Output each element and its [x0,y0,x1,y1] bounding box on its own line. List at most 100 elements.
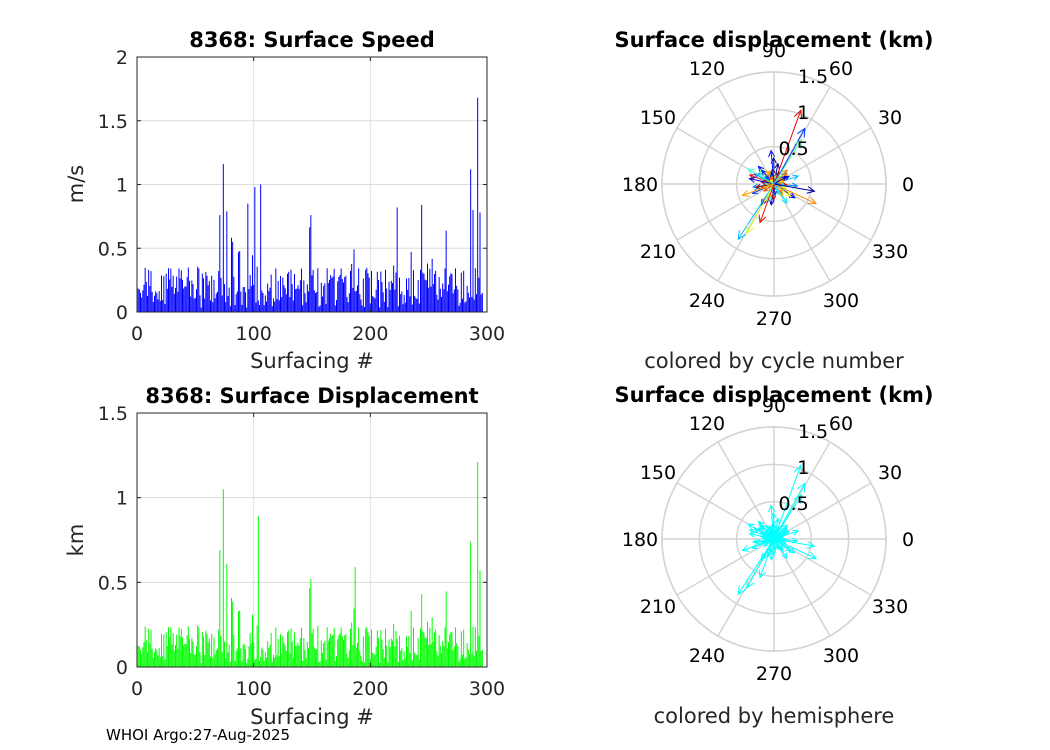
vector-arrowhead [771,195,777,202]
vector-arrowhead [768,149,776,158]
vector-arrowhead [761,524,767,531]
polar-cycle-subtitle: colored by cycle number [644,349,904,373]
angle-tick-label: 150 [640,107,676,129]
vector-arrowhead [753,528,761,534]
x-tick-label: 300 [469,678,505,700]
vector-arrowhead [751,183,759,190]
vector-arrowhead [763,186,769,192]
displacement-vector [746,183,775,234]
displacement-vector [742,538,775,551]
x-tick-label: 100 [236,323,272,345]
x-tick-label: 300 [469,323,505,345]
vector-arrowhead [747,523,755,530]
y-tick-label: 1 [116,488,128,510]
vector-arrowhead [778,546,784,552]
displacement-vector [773,183,817,205]
vector-arrowhead [754,538,762,545]
angle-tick-label: 90 [762,395,786,417]
speed-chart-title: 8368: Surface Speed [189,28,435,52]
vector-arrowhead [747,168,755,175]
displacement-vector [770,505,775,540]
displacement-vector [773,531,787,540]
displacement-vector [773,538,817,560]
radius-tick-label: 1 [797,457,809,479]
displacement-vector [770,150,775,185]
angle-tick-label: 150 [640,462,676,484]
angle-tick-label: 300 [823,645,859,667]
vector-arrowhead [746,223,755,234]
displacement-vector [773,465,802,540]
vector-arrowhead [784,191,792,197]
displacement-vector [763,183,775,192]
footer-credit: WHOI Argo:27-Aug-2025 [106,726,290,744]
vector-arrowhead [793,138,803,149]
displacement-vector [737,538,775,595]
vector-arrowhead [774,517,780,525]
angle-tick-label: 30 [878,107,902,129]
vector-arrowhead [751,538,759,545]
y-tick-label: 0.5 [98,572,128,594]
vector-arrowhead [771,550,777,557]
vector-arrowhead [807,196,817,205]
x-tick-label: 0 [131,678,143,700]
radius-tick-label: 0.5 [779,138,809,160]
angle-tick-label: 270 [756,663,792,685]
vector-arrowhead [760,198,767,206]
vector-arrowhead [760,553,767,561]
vector-arrowhead [797,127,806,138]
vector-arrowhead [769,554,775,561]
displacement-vector [773,128,806,185]
displacement-chart-xlabel: Surfacing # [250,705,374,729]
x-tick-label: 200 [352,678,388,700]
vector-arrowhead [806,541,816,549]
radius-tick-label: 1.5 [798,421,828,443]
angle-tick-label: 210 [640,241,676,263]
vector-arrowhead [788,547,796,554]
vector-arrowhead [768,504,776,513]
angle-tick-label: 90 [762,40,786,62]
vector-arrowhead [797,482,806,493]
angle-tick-label: 120 [689,413,725,435]
vector-arrowhead [781,176,788,182]
displacement-vector [773,538,815,547]
angle-tick-label: 60 [829,58,853,80]
polar-hemisphere-title: Surface displacement (km) [614,383,933,407]
speed-chart-xlabel: Surfacing # [250,349,374,373]
vector-arrowhead [781,197,788,205]
angle-tick-label: 60 [829,413,853,435]
displacement-vector [773,110,802,185]
vector-arrowhead [746,578,755,589]
vector-arrowhead [774,162,780,170]
displacement-vector [773,183,788,204]
vector-arrowhead [783,530,790,536]
y-tick-label: 1 [116,175,128,197]
vector-arrowhead [781,531,788,537]
angle-tick-label: 300 [823,290,859,312]
angle-tick-label: 330 [872,596,908,618]
radius-tick-label: 1.5 [798,66,828,88]
vector-arrowhead [784,546,792,552]
vector-arrowhead [792,174,800,181]
angle-tick-label: 120 [689,58,725,80]
vector-arrowhead [794,109,803,120]
radius-tick-label: 1 [797,102,809,124]
vector-arrowhead [794,464,803,475]
displacement-vector [773,483,806,540]
vector-arrowhead [781,552,788,560]
vector-arrowhead [793,493,803,504]
polar-cycle-title: Surface displacement (km) [614,28,933,52]
y-tick-label: 2 [116,47,128,69]
angle-tick-label: 30 [878,462,902,484]
x-tick-label: 200 [352,323,388,345]
vector-arrowhead [748,531,756,538]
displacement-vector [773,183,815,192]
angle-tick-label: 330 [872,241,908,263]
y-tick-label: 0.5 [98,238,128,260]
angle-tick-label: 0 [902,529,914,551]
displacement-vector [759,183,775,223]
vector-arrowhead [741,545,750,552]
angle-tick-label: 270 [756,308,792,330]
vector-arrowhead [783,175,790,181]
y-tick-label: 1.5 [98,111,128,133]
